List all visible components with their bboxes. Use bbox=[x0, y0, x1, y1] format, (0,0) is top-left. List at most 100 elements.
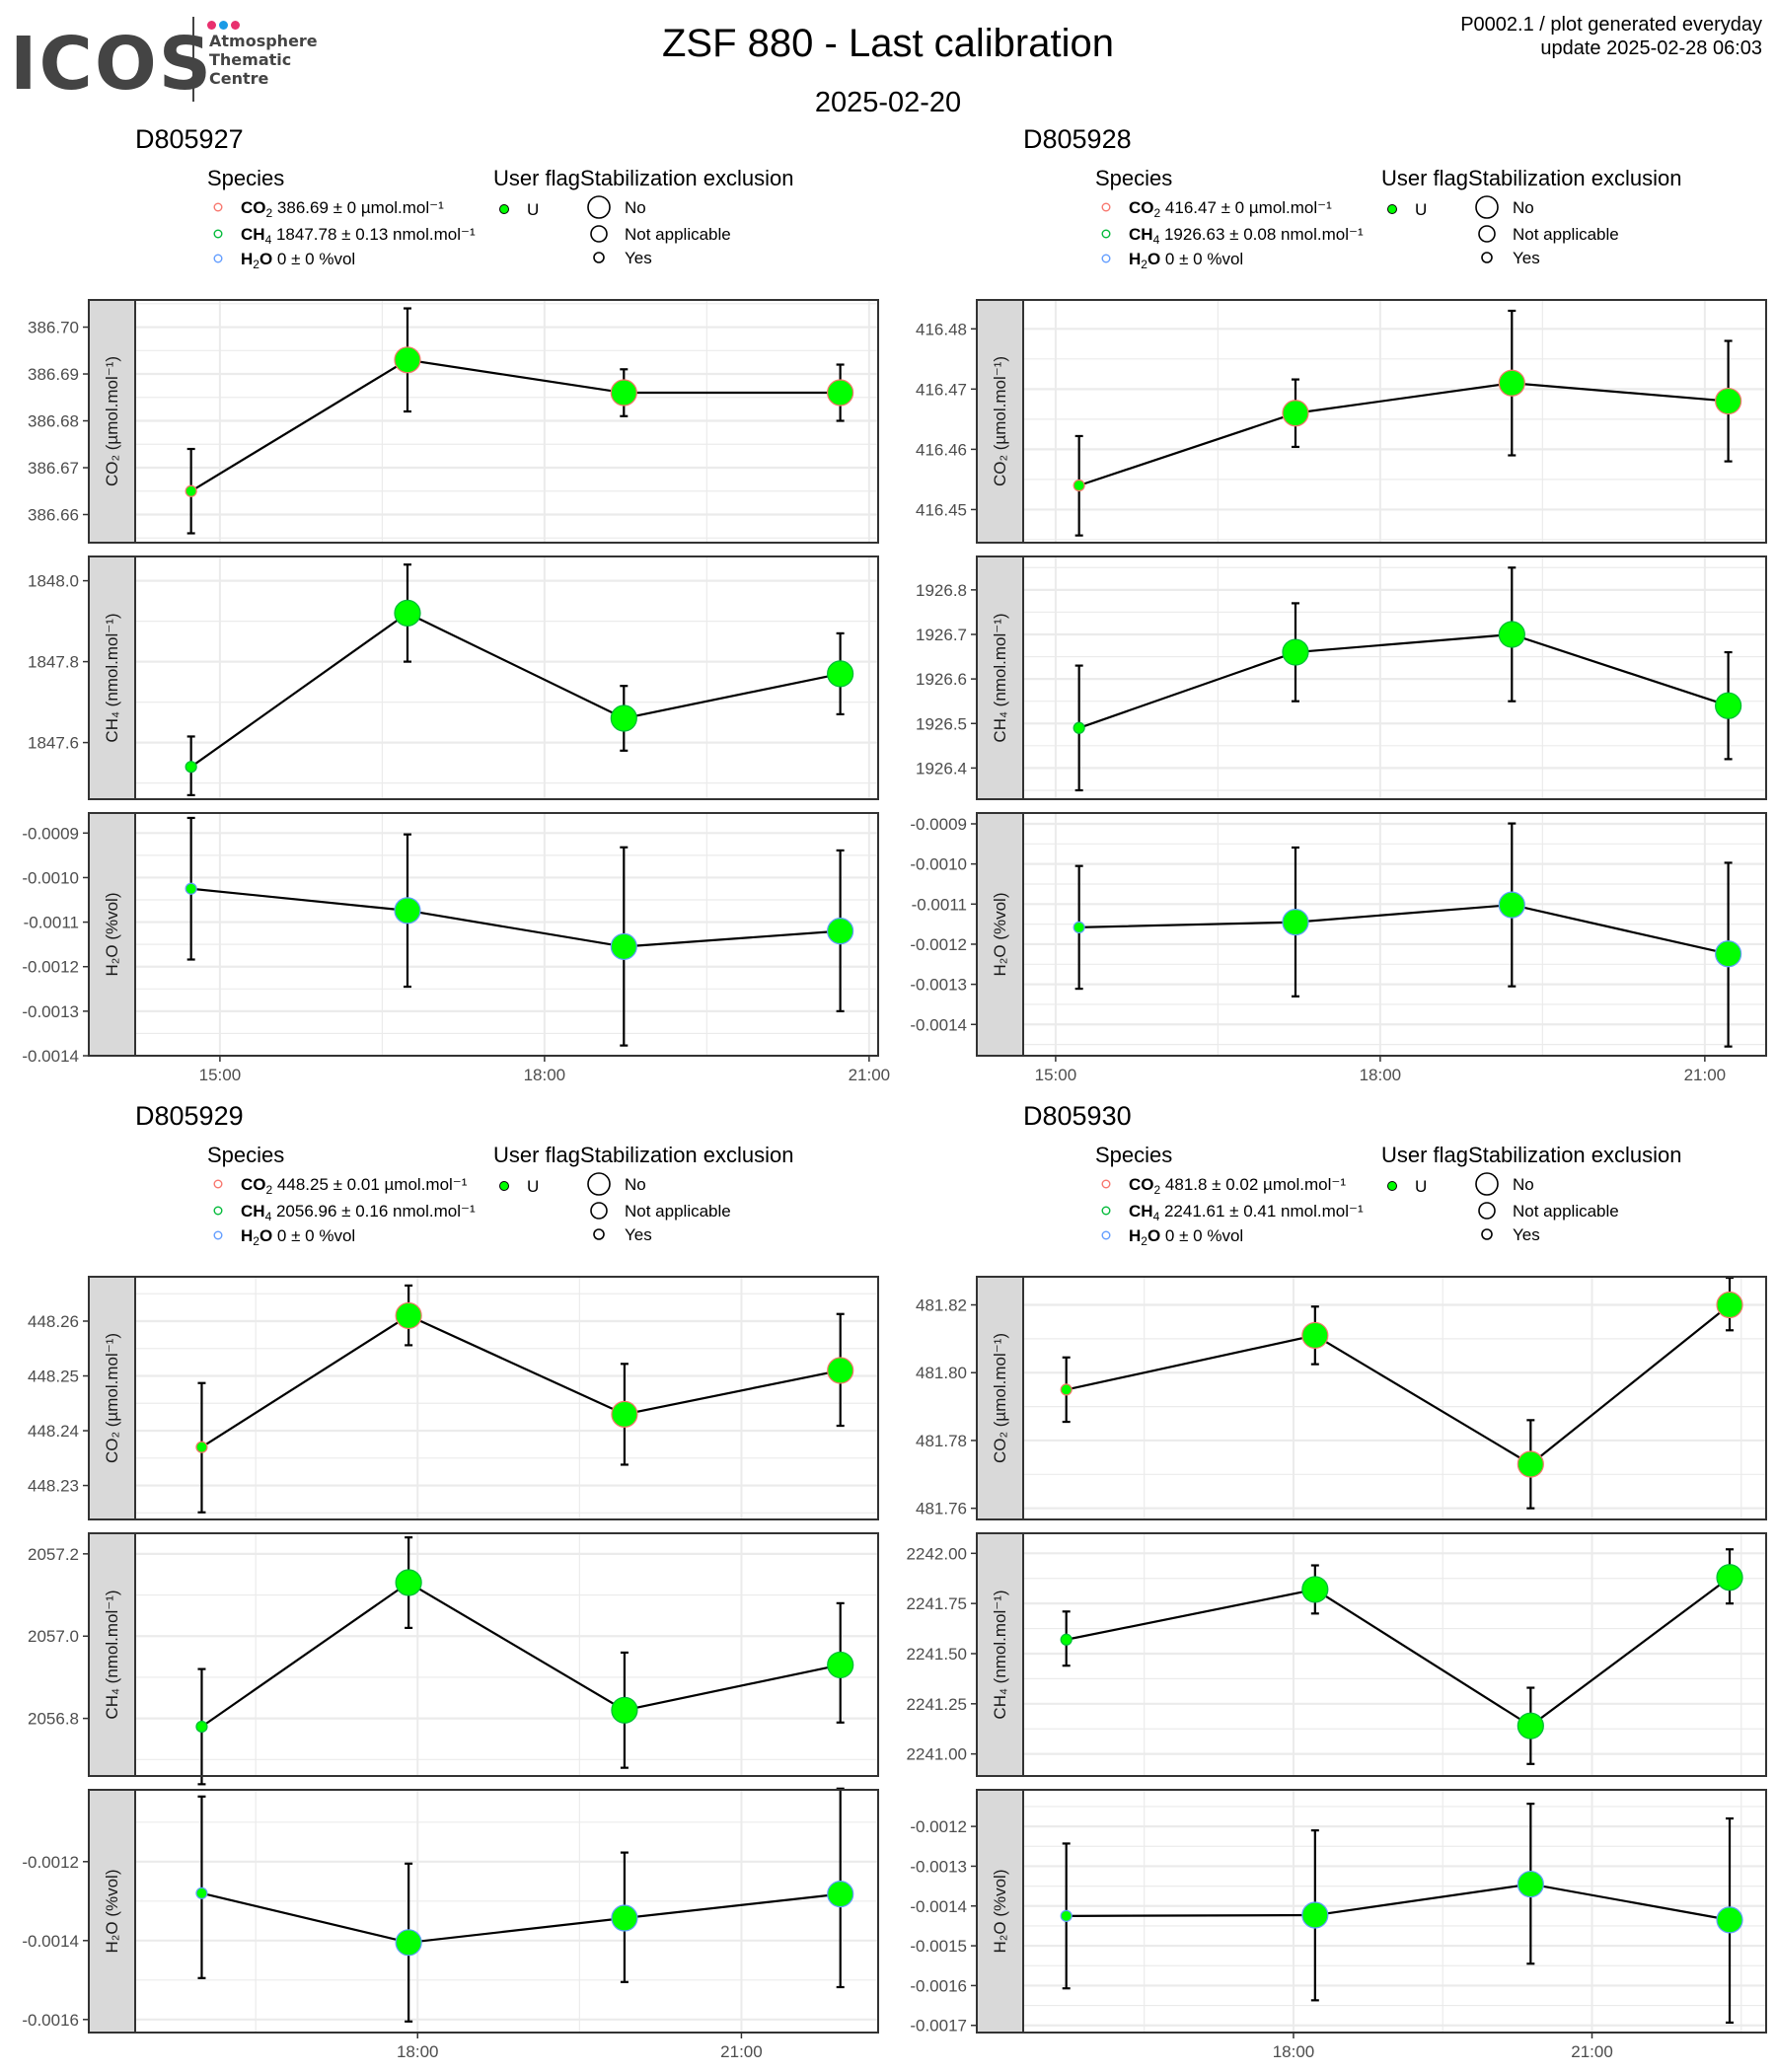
page-subtitle: 2025-02-20 bbox=[814, 87, 962, 118]
data-point bbox=[827, 1651, 854, 1679]
legend-species-co2-icon bbox=[1101, 202, 1111, 212]
data-point bbox=[827, 1357, 854, 1384]
legend-species-ch4: CH4 1926.63 ± 0.08 nmol.mol⁻¹ bbox=[1129, 225, 1364, 247]
y-tick-label: 448.23 bbox=[28, 1477, 79, 1496]
y-tick-label: -0.0010 bbox=[22, 868, 79, 887]
legend: Species User flagStabilization exclusion C… bbox=[207, 166, 794, 271]
data-point bbox=[1282, 908, 1309, 936]
y-tick-label: 1847.8 bbox=[28, 653, 79, 672]
data-point bbox=[1715, 940, 1742, 968]
plot-border bbox=[1022, 1276, 1767, 1520]
legend-title-species: Species bbox=[1095, 1143, 1172, 1167]
legend-stab-yes-icon bbox=[1481, 252, 1493, 263]
data-point bbox=[1060, 1383, 1073, 1396]
legend-title-species: Species bbox=[207, 166, 284, 190]
data-point bbox=[611, 1696, 638, 1724]
y-tick-label: 386.69 bbox=[28, 365, 79, 384]
series-line bbox=[200, 1581, 841, 1728]
legend-title-flags: User flagStabilization exclusion bbox=[1381, 1143, 1682, 1167]
legend-species-co2: CO2 481.8 ± 0.02 µmol.mol⁻¹ bbox=[1129, 1175, 1346, 1197]
y-tick-label: 2056.8 bbox=[28, 1710, 79, 1729]
y-tick-label: -0.0010 bbox=[910, 855, 967, 874]
data-point bbox=[610, 932, 637, 961]
calibration-panel: D805928 Species User flagStabilization exc… bbox=[910, 124, 1767, 1084]
data-point bbox=[185, 761, 197, 774]
legend-species-ch4: CH4 2241.61 ± 0.41 nmol.mol⁻¹ bbox=[1129, 1202, 1364, 1223]
data-point bbox=[1498, 891, 1525, 919]
series-line bbox=[190, 887, 841, 948]
plot-border bbox=[1022, 555, 1767, 800]
data-point bbox=[1715, 692, 1742, 719]
logo-wordmark: ICOS bbox=[10, 22, 214, 107]
y-tick-label: -0.0014 bbox=[910, 1897, 967, 1916]
plot-background bbox=[1023, 813, 1766, 1056]
y-tick-label: 2242.00 bbox=[907, 1544, 967, 1563]
plot-border bbox=[134, 1532, 879, 1777]
legend-user-flag-icon bbox=[1387, 1181, 1397, 1191]
y-tick-label: 386.67 bbox=[28, 459, 79, 478]
y-tick-label: 481.78 bbox=[916, 1432, 967, 1450]
data-point bbox=[1301, 1901, 1329, 1929]
y-tick-label: -0.0014 bbox=[910, 1015, 967, 1034]
y-tick-label: 448.25 bbox=[28, 1368, 79, 1386]
facet-co2: CO₂ (µmol.mol⁻¹) 386.66 386.67 386.68 386.69… bbox=[28, 299, 879, 544]
legend-stab-label: Yes bbox=[1513, 1225, 1540, 1244]
facet-strip bbox=[976, 555, 1024, 800]
legend-stab-label: No bbox=[625, 198, 646, 217]
data-point bbox=[1060, 1633, 1073, 1646]
plot-border bbox=[1022, 812, 1767, 1057]
facet-ch4: CH₄ (nmol.mol⁻¹) 2241.00 2241.25 2241.50 224… bbox=[907, 1532, 1767, 1777]
plot-border bbox=[134, 812, 879, 1057]
x-tick-label: 15:00 bbox=[199, 1066, 242, 1084]
facet-strip bbox=[88, 1532, 136, 1777]
legend-user-flag-icon bbox=[1387, 204, 1397, 214]
legend-species-ch4-icon bbox=[213, 1206, 223, 1216]
series-line bbox=[190, 612, 841, 769]
facet-co2: CO₂ (µmol.mol⁻¹) 481.76 481.78 481.80 481.82 bbox=[916, 1276, 1767, 1520]
legend-stab-not-applicable-icon bbox=[1478, 1202, 1496, 1220]
data-point bbox=[1073, 479, 1085, 492]
legend: Species User flagStabilization exclusion C… bbox=[207, 1143, 794, 1248]
legend-stab-label: Not applicable bbox=[625, 1202, 731, 1221]
legend-stab-no-icon bbox=[587, 195, 611, 219]
data-point bbox=[611, 1400, 638, 1428]
legend-stab-not-applicable-icon bbox=[1478, 225, 1496, 243]
data-point bbox=[395, 1301, 422, 1330]
data-point bbox=[395, 1929, 422, 1957]
data-point bbox=[610, 704, 637, 732]
logo-separator bbox=[192, 17, 194, 102]
data-point bbox=[1715, 387, 1742, 415]
legend-species-h2o-icon bbox=[1101, 254, 1111, 263]
data-point bbox=[395, 1569, 422, 1596]
facet-strip-label: CO₂ (µmol.mol⁻¹) bbox=[991, 1333, 1009, 1463]
series-line bbox=[1078, 904, 1729, 955]
y-tick-label: 1926.7 bbox=[916, 626, 967, 644]
plot-border bbox=[1022, 1532, 1767, 1777]
y-tick-label: 416.46 bbox=[916, 440, 967, 459]
facet-strip-label: CO₂ (µmol.mol⁻¹) bbox=[103, 1333, 121, 1463]
y-tick-label: 2241.75 bbox=[907, 1594, 967, 1613]
legend-user-flag-label: U bbox=[1415, 1177, 1427, 1196]
y-tick-label: 481.76 bbox=[916, 1500, 967, 1518]
y-tick-label: 2057.2 bbox=[28, 1545, 79, 1564]
legend-species-h2o: H2O 0 ± 0 %vol bbox=[1129, 250, 1243, 271]
data-point bbox=[185, 484, 197, 497]
legend-stab-no-icon bbox=[587, 1172, 611, 1196]
data-point bbox=[1282, 400, 1309, 427]
facet-h2o: H₂O (%vol) -0.0017 -0.0016 -0.0015 -0.0014 -0… bbox=[910, 1789, 1767, 2035]
y-tick-label: -0.0009 bbox=[22, 824, 79, 843]
legend-title-flags: User flagStabilization exclusion bbox=[1381, 166, 1682, 190]
data-point bbox=[1073, 721, 1085, 734]
x-tick-label: 21:00 bbox=[849, 1066, 891, 1084]
series-line bbox=[1066, 1303, 1731, 1466]
meta-line: update 2025-02-28 06:03 bbox=[1540, 37, 1762, 59]
data-point bbox=[1301, 1576, 1329, 1603]
legend-species-co2: CO2 416.47 ± 0 µmol.mol⁻¹ bbox=[1129, 198, 1332, 220]
y-tick-label: -0.0011 bbox=[24, 914, 79, 932]
data-point bbox=[1301, 1321, 1329, 1350]
plot-background bbox=[1023, 1277, 1766, 1519]
facet-strip-label: CH₄ (nmol.mol⁻¹) bbox=[991, 613, 1009, 742]
facet-h2o: H₂O (%vol) -0.0014 -0.0013 -0.0012 -0.0011 -0… bbox=[22, 812, 879, 1066]
plot-border bbox=[1022, 299, 1767, 544]
